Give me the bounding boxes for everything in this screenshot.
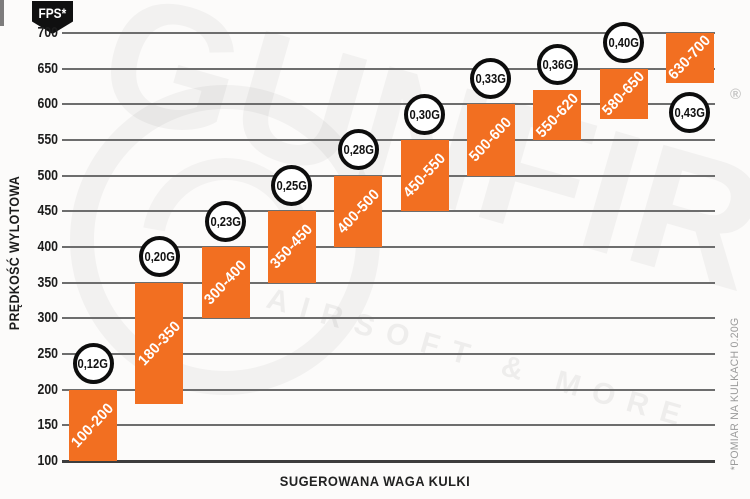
gridline-350 <box>62 281 715 284</box>
y-tick-label-650: 650 <box>37 59 58 77</box>
weight-bubble-label: 0,43G <box>674 105 706 121</box>
scan-artifact <box>0 0 4 26</box>
weight-bubble-0,25G: 0,25G <box>271 164 313 206</box>
gridline-500 <box>62 174 715 177</box>
weight-bubble-label: 0,30G <box>409 106 440 122</box>
weight-bubble-0,40G: 0,40G <box>603 22 645 64</box>
weight-bubble-label: 0,33G <box>475 70 507 86</box>
weight-bubble-label: 0,20G <box>144 249 175 265</box>
range-bar-0,12G: 100-200 <box>68 389 118 461</box>
y-tick-label-550: 550 <box>37 131 58 148</box>
y-tick-label-450: 450 <box>37 202 58 220</box>
y-tick-label-700: 700 <box>37 24 58 41</box>
range-bar-label: 450-550 <box>399 150 450 202</box>
gridline-200 <box>62 388 715 391</box>
gridline-150 <box>62 424 715 427</box>
weight-bubble-0,36G: 0,36G <box>536 43 578 85</box>
range-bar-0,23G: 300-400 <box>200 247 251 319</box>
y-axis-title: PRĘDKOŚĆ WYLOTOWA <box>7 175 22 331</box>
weight-bubble-label: 0,25G <box>276 177 308 193</box>
range-bar-0,25G: 350-450 <box>267 211 317 283</box>
range-bar-0,36G: 550-620 <box>532 89 583 141</box>
gridline-250 <box>62 353 715 355</box>
weight-bubble-0,23G: 0,23G <box>205 200 247 242</box>
range-bar-0,43G: 630-700 <box>665 32 715 84</box>
gridline-450 <box>62 210 715 213</box>
y-tick-label-600: 600 <box>37 95 58 113</box>
gridline-700 <box>62 32 715 34</box>
y-tick-label-350: 350 <box>37 273 58 291</box>
y-tick-label-150: 150 <box>37 416 58 434</box>
gridline-650 <box>62 67 715 70</box>
weight-bubble-label: 0,23G <box>210 213 241 229</box>
x-axis-title: SUGEROWANA WAGA KULKI <box>279 473 471 489</box>
weight-bubble-0,30G: 0,30G <box>404 93 446 135</box>
y-tick-label-400: 400 <box>37 238 58 255</box>
range-bar-label: 100-200 <box>68 399 118 451</box>
y-tick-label-500: 500 <box>37 166 58 184</box>
weight-bubble-0,28G: 0,28G <box>337 129 379 171</box>
range-bar-0,28G: 400-500 <box>333 175 384 247</box>
weight-bubble-0,12G: 0,12G <box>72 343 114 385</box>
range-bar-label: 300-400 <box>200 257 251 309</box>
weight-bubble-label: 0,28G <box>343 142 374 158</box>
range-bar-0,20G: 180-350 <box>134 282 185 404</box>
y-tick-label-100: 100 <box>37 452 58 469</box>
gridline-300 <box>62 317 715 320</box>
fps-badge-label: FPS* <box>38 5 67 21</box>
weight-bubble-label: 0,36G <box>542 56 573 72</box>
range-bar-0,33G: 500-600 <box>466 104 516 176</box>
range-bar-label: 500-600 <box>466 114 516 166</box>
range-bar-label: 180-350 <box>134 317 185 369</box>
range-bar-label: 580-650 <box>598 67 649 120</box>
range-bar-0,40G: 580-650 <box>598 67 649 120</box>
gridline-550 <box>62 139 715 141</box>
range-bar-label: 630-700 <box>665 32 715 84</box>
range-bar-label: 400-500 <box>333 185 384 237</box>
weight-bubble-label: 0,40G <box>608 35 639 51</box>
range-bar-0,30G: 450-550 <box>399 140 450 212</box>
measurement-footnote: *POMIAR NA KULKACH 0.20G <box>729 317 741 471</box>
watermark-tagline-text: AIRSOFT & MORE <box>262 282 697 436</box>
weight-bubble-label: 0,12G <box>77 356 109 372</box>
y-tick-label-250: 250 <box>37 345 58 362</box>
weight-bubble-0,20G: 0,20G <box>138 236 180 278</box>
range-bar-label: 550-620 <box>532 89 583 141</box>
weight-bubble-0,33G: 0,33G <box>470 57 512 99</box>
registered-trademark-icon: ® <box>730 86 742 103</box>
y-tick-label-200: 200 <box>37 380 58 398</box>
y-tick-label-300: 300 <box>37 309 58 327</box>
gridline-600 <box>62 103 715 106</box>
weight-bubble-0,43G: 0,43G <box>669 92 711 134</box>
range-bar-label: 350-450 <box>267 221 317 273</box>
x-axis-line <box>62 459 715 463</box>
gridline-400 <box>62 246 715 248</box>
